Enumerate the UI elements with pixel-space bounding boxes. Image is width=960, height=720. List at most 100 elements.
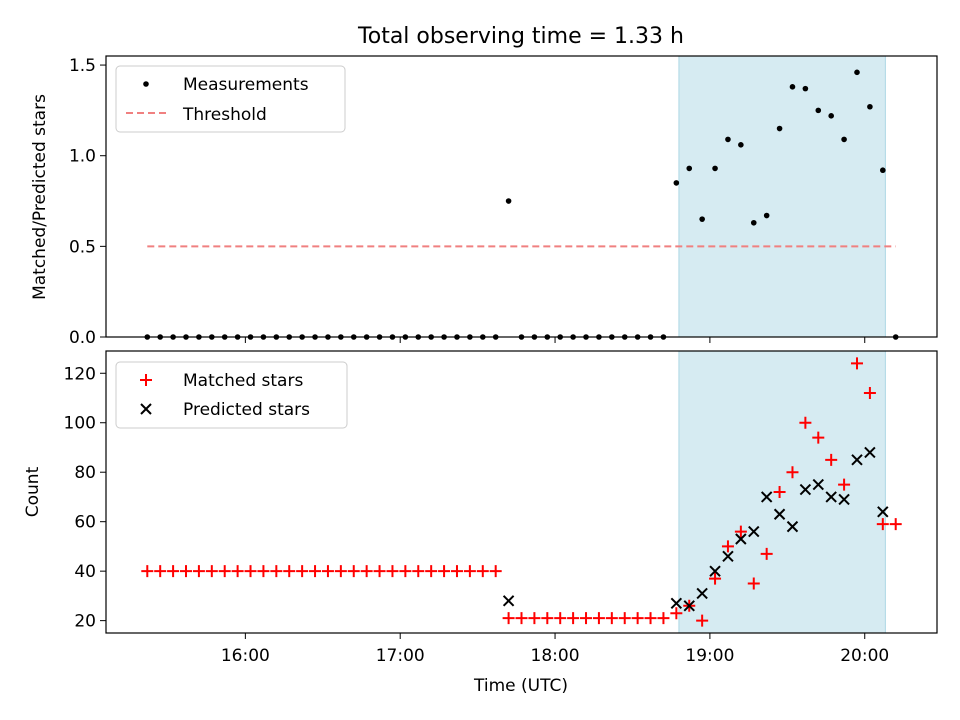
matched-star-point	[605, 612, 618, 625]
matched-star-point	[502, 612, 515, 625]
predicted-star-point	[877, 506, 889, 518]
x-tick-label: 16:00	[221, 646, 270, 666]
matched-star-point	[167, 565, 180, 578]
matched-star-point	[347, 565, 360, 578]
measurement-point	[750, 219, 757, 226]
y-tick-label: 1.0	[69, 147, 96, 167]
predicted-star-point	[696, 587, 708, 600]
y-tick-label: 120	[64, 364, 96, 384]
matched-star-point	[825, 453, 838, 466]
top-legend: Measurements Threshold	[115, 65, 346, 133]
legend-predicted-marker	[140, 403, 152, 415]
matched-star-point	[515, 612, 528, 625]
y-tick-label: 1.5	[69, 56, 96, 76]
legend-threshold-label: Threshold	[182, 105, 267, 125]
bottom-series-layer	[141, 357, 902, 627]
bottom-x-axis-ticks: 16:00 17:00 18:00 19:00 20:00	[221, 633, 889, 666]
legend-measurements-label: Measurements	[183, 75, 309, 95]
matched-star-point	[425, 565, 438, 578]
top-legend-box	[115, 65, 346, 133]
predicted-star-point	[722, 550, 734, 563]
matched-star-point	[334, 565, 347, 578]
top-y-axis-label: Matched/Predicted stars	[30, 94, 50, 300]
matched-star-point	[309, 565, 322, 578]
predicted-star-point	[735, 533, 747, 545]
matched-star-point	[528, 612, 541, 625]
y-tick-label: 0.0	[69, 328, 96, 348]
matched-star-point	[876, 518, 889, 531]
y-tick-label: 60	[74, 513, 96, 533]
predicted-star-point	[709, 565, 721, 577]
bottom-panel: 20 40 60 80 100 120 16:00 17:00 18:00 19:00 20:00…	[23, 350, 938, 696]
matched-star-point	[218, 565, 231, 578]
legend-measurements-marker	[143, 81, 149, 87]
measurement-point	[867, 103, 873, 110]
matched-star-point	[257, 565, 270, 578]
predicted-star-point	[864, 446, 876, 459]
y-tick-label: 40	[74, 562, 96, 582]
predicted-star-point	[851, 454, 863, 466]
measurement-point	[738, 142, 744, 148]
x-axis-label: Time (UTC)	[473, 676, 568, 696]
measurement-point	[686, 165, 693, 172]
predicted-star-point	[683, 600, 695, 612]
top-plot-frame	[105, 55, 938, 338]
measurement-point	[815, 107, 822, 114]
predicted-star-point	[812, 478, 824, 491]
measurement-point	[505, 198, 512, 204]
matched-star-point	[192, 565, 205, 578]
matched-star-point	[786, 466, 799, 479]
measurement-point	[802, 85, 809, 92]
matched-star-point	[321, 565, 334, 578]
x-tick-label: 18:00	[531, 646, 580, 666]
matched-star-point	[141, 565, 154, 578]
matched-star-point	[889, 518, 902, 531]
predicted-star-point	[838, 493, 850, 506]
legend-predicted-label: Predicted stars	[183, 400, 310, 420]
predicted-star-point	[748, 525, 760, 538]
measurement-point	[712, 165, 718, 172]
predicted-star-point	[670, 597, 683, 610]
matched-star-point	[489, 565, 502, 578]
bottom-legend: Matched stars Predicted stars	[115, 361, 348, 429]
measurement-point	[699, 216, 705, 222]
top-series-layer	[144, 69, 899, 340]
matched-star-point	[657, 612, 670, 625]
matched-star-point	[567, 612, 580, 625]
top-panel: 0.0 0.5 1.0 1.5 Matched/Predicted stars Mea…	[30, 55, 938, 348]
x-tick-label: 20:00	[840, 646, 889, 666]
top-highlight-span	[678, 56, 886, 337]
measurement-point	[841, 136, 847, 143]
measurement-point	[828, 113, 834, 119]
matched-star-point	[580, 612, 593, 625]
y-tick-label: 0.5	[69, 237, 96, 257]
bottom-plot-frame	[105, 350, 938, 634]
legend-matched-label: Matched stars	[183, 371, 303, 391]
top-x-axis-ticks	[244, 337, 866, 343]
measurement-point	[776, 125, 783, 132]
matched-star-point	[696, 614, 709, 627]
predicted-star-point	[786, 520, 799, 533]
matched-star-point	[541, 612, 554, 625]
matched-star-point	[360, 565, 373, 578]
matched-star-point	[399, 565, 412, 578]
predicted-star-point	[773, 508, 786, 520]
matched-star-point	[863, 387, 876, 400]
matched-star-point	[747, 577, 760, 590]
matched-star-point	[412, 565, 425, 578]
bottom-legend-box	[115, 361, 348, 429]
bottom-y-axis-ticks: 20 40 60 80 100 120	[64, 364, 106, 632]
predicted-star-point	[502, 595, 515, 607]
x-tick-label: 19:00	[685, 646, 734, 666]
matched-star-point	[450, 565, 463, 578]
matched-star-point	[721, 540, 734, 553]
matched-star-point	[644, 612, 657, 625]
matched-star-point	[270, 565, 283, 578]
matched-star-point	[283, 565, 296, 578]
highlight-span-rect	[678, 56, 886, 337]
matched-star-point	[734, 525, 747, 538]
matched-star-point	[773, 486, 786, 498]
chart-title: Total observing time = 1.33 h	[357, 24, 684, 49]
measurement-point	[725, 136, 731, 143]
